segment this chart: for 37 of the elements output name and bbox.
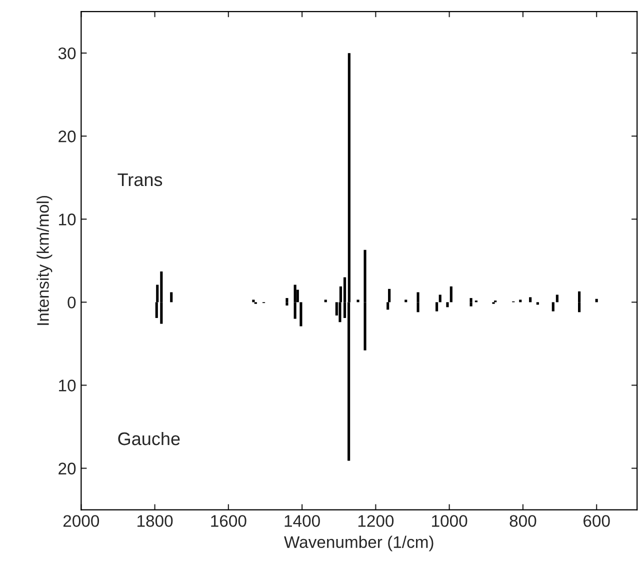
x-tick-label: 1400: [284, 515, 320, 527]
bar: [446, 302, 449, 308]
bar: [170, 292, 173, 302]
y-tick-label: 20: [58, 130, 76, 142]
y-tick-label: 20: [58, 462, 76, 474]
bar: [470, 302, 472, 306]
x-tick-label: 2000: [63, 515, 100, 527]
bar: [552, 302, 554, 312]
bar: [450, 286, 452, 302]
y-tick-label: 10: [59, 380, 76, 392]
bar: [324, 300, 327, 302]
bar: [300, 302, 302, 326]
y-axis-title: Intensity (km/mol): [36, 196, 52, 325]
bar: [286, 298, 288, 302]
x-tick-label: 600: [584, 515, 610, 527]
x-tick-label: 1800: [138, 515, 173, 527]
annotation: Gauche: [118, 432, 180, 446]
bar: [286, 302, 288, 306]
bar: [536, 302, 539, 305]
x-tick-label: 1200: [358, 515, 394, 527]
x-axis-title: Wavenumber (1/cm): [284, 536, 434, 552]
bar: [356, 300, 360, 302]
bar: [519, 300, 522, 302]
bar: [438, 294, 442, 302]
y-tick-label: 10: [59, 214, 76, 226]
x-tick-label: 800: [510, 515, 536, 527]
x-tick-label: 1000: [432, 515, 468, 527]
annotation: Trans: [118, 174, 162, 186]
bar: [252, 300, 255, 302]
y-tick-label: 30: [58, 47, 76, 60]
x-tick-label: 1600: [211, 515, 246, 527]
bar: [470, 298, 472, 302]
bar: [556, 294, 558, 302]
bar: [436, 302, 438, 312]
bar: [404, 300, 408, 302]
y-tick-label: 0: [68, 296, 76, 308]
bar: [529, 297, 532, 302]
